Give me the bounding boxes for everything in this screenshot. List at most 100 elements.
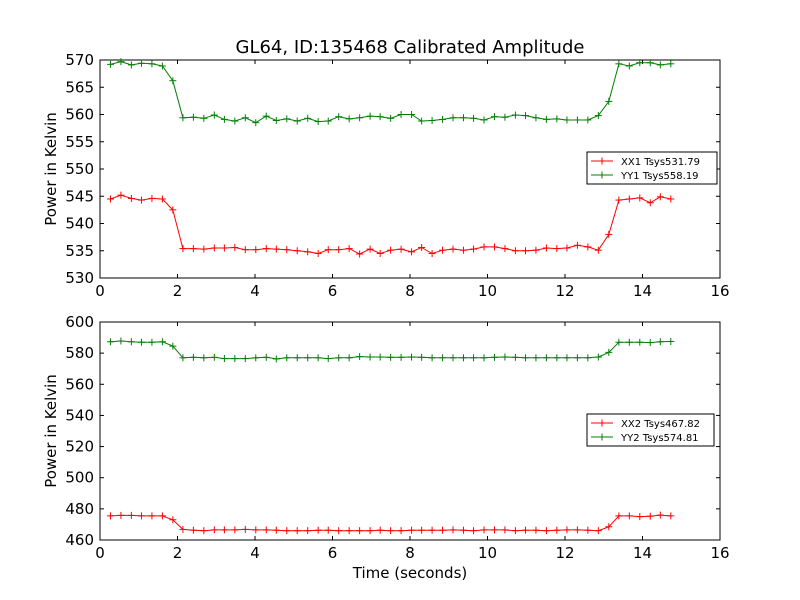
data-point	[584, 354, 592, 362]
data-point	[563, 354, 571, 362]
data-point	[376, 113, 384, 121]
data-point	[220, 244, 228, 252]
series-yy	[106, 58, 675, 127]
data-point	[272, 355, 280, 363]
legend: XX2 Tsys467.82 YY2 Tsys574.81	[586, 413, 715, 447]
legend: XX1 Tsys531.79 YY1 Tsys558.19	[586, 151, 718, 185]
data-point	[387, 246, 395, 254]
data-point	[189, 113, 197, 121]
legend-label: YY1 Tsys558.19	[620, 171, 699, 182]
data-point	[625, 195, 633, 203]
data-point	[397, 353, 405, 361]
x-tick-label: 14	[633, 544, 652, 562]
data-point	[521, 526, 529, 534]
data-point	[408, 353, 416, 361]
data-point	[169, 77, 177, 85]
data-point	[480, 526, 488, 534]
data-point	[366, 527, 374, 535]
data-point	[189, 526, 197, 534]
data-point	[231, 243, 239, 251]
data-point	[439, 246, 447, 254]
x-tick-label: 16	[710, 544, 729, 562]
data-point	[356, 527, 364, 535]
data-point	[656, 61, 664, 69]
data-point	[241, 525, 249, 533]
data-point	[656, 511, 664, 519]
data-point	[387, 114, 395, 122]
data-point	[272, 245, 280, 253]
data-point	[345, 354, 353, 362]
data-point	[408, 111, 416, 118]
data-point	[480, 243, 488, 251]
data-point	[241, 114, 249, 122]
data-point	[200, 354, 208, 362]
x-tick-label: 6	[328, 282, 338, 300]
data-point	[335, 246, 343, 254]
data-point	[667, 512, 675, 520]
data-point	[511, 527, 519, 535]
data-point	[418, 243, 426, 251]
data-point	[283, 246, 291, 254]
x-tick-label: 8	[405, 544, 415, 562]
data-point	[594, 353, 602, 361]
x-tick-label: 4	[250, 544, 260, 562]
data-point	[345, 245, 353, 253]
data-point	[542, 527, 550, 535]
data-point	[428, 526, 436, 534]
data-point	[293, 247, 301, 255]
data-point	[439, 354, 447, 362]
data-point	[501, 245, 509, 253]
legend-item: YY1 Tsys558.19	[591, 171, 699, 182]
data-point	[397, 527, 405, 535]
data-point	[667, 60, 675, 68]
data-point	[573, 116, 581, 124]
data-point	[210, 244, 218, 252]
data-point	[563, 116, 571, 124]
data-point	[169, 206, 177, 214]
data-point	[148, 512, 156, 520]
data-point	[408, 248, 416, 256]
bottom-plot: 0 2 4 6 8 10 12 14 16 460 480 500 520 540 560 580 600 Pow…	[42, 313, 730, 582]
data-point	[459, 114, 467, 122]
data-point	[137, 59, 145, 67]
data-point	[490, 353, 498, 361]
data-point	[117, 191, 125, 199]
series-xx	[106, 191, 675, 258]
data-point	[324, 526, 332, 534]
data-point	[439, 115, 447, 123]
figure-title: GL64, ID:135468 Calibrated Amplitude	[236, 37, 585, 58]
data-point	[667, 337, 675, 345]
data-point	[594, 246, 602, 254]
y-tick-label: 560	[65, 106, 94, 124]
data-point	[408, 526, 416, 534]
data-point	[542, 244, 550, 252]
data-point	[314, 526, 322, 534]
data-point	[117, 511, 125, 519]
data-point	[366, 112, 374, 120]
data-point	[553, 526, 561, 534]
legend-item: XX1 Tsys531.79	[591, 157, 700, 168]
data-point	[584, 526, 592, 534]
data-point	[200, 114, 208, 122]
data-point	[646, 339, 654, 347]
data-point	[625, 62, 633, 70]
data-point	[314, 249, 322, 257]
data-point	[148, 60, 156, 68]
data-point	[169, 342, 177, 350]
data-point	[553, 245, 561, 253]
data-point	[397, 111, 405, 118]
data-point	[117, 58, 125, 66]
data-point	[304, 114, 312, 122]
y-tick-label: 565	[65, 78, 94, 96]
data-point	[449, 354, 457, 362]
data-point	[501, 353, 509, 361]
data-point	[480, 354, 488, 362]
series-xx	[106, 511, 675, 535]
data-point	[272, 526, 280, 534]
data-point	[179, 114, 187, 122]
y-tick-label: 520	[65, 438, 94, 456]
data-point	[646, 59, 654, 67]
data-point	[127, 61, 135, 69]
data-point	[594, 527, 602, 535]
